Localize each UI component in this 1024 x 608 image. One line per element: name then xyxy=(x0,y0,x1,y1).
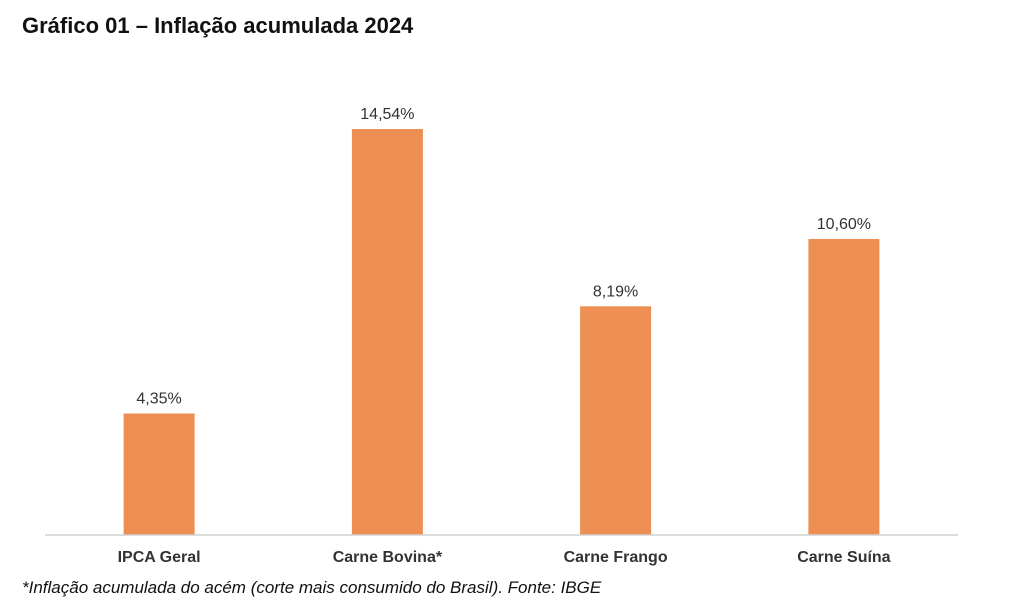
bar-3 xyxy=(808,239,880,535)
category-label-0: IPCA Geral xyxy=(118,549,201,566)
bar-1 xyxy=(351,129,423,535)
chart-title: Gráfico 01 – Inflação acumulada 2024 xyxy=(22,13,414,38)
data-label-0: 4,35% xyxy=(136,391,181,408)
category-label-3: Carne Suína xyxy=(797,549,890,566)
footnote: *Inflação acumulada do acém (corte mais … xyxy=(22,578,602,597)
category-label-1: Carne Bovina* xyxy=(333,549,443,566)
data-label-2: 8,19% xyxy=(593,283,638,300)
category-label-2: Carne Frango xyxy=(564,549,668,566)
bar-2 xyxy=(580,306,652,535)
bar-0 xyxy=(123,413,195,535)
labels-layer: 4,35% IPCA Geral 14,54% Carne Bovina* 8,19% C… xyxy=(118,106,891,566)
data-label-3: 10,60% xyxy=(817,216,871,233)
bars-layer xyxy=(123,129,880,535)
data-label-1: 14,54% xyxy=(360,106,414,123)
